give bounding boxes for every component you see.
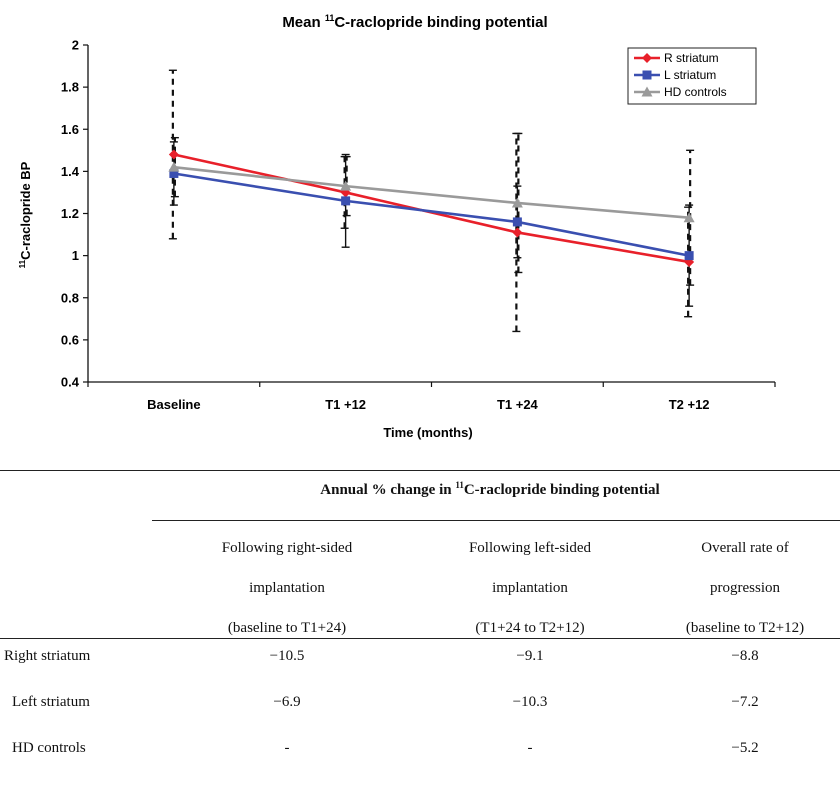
legend-marker <box>642 70 652 80</box>
x-tick-label: Baseline <box>147 397 200 412</box>
legend: R striatum L striatum HD controls <box>627 47 757 105</box>
table-header-rule <box>152 520 840 521</box>
data-point-hd-controls <box>168 161 180 172</box>
legend-label: HD controls <box>664 85 727 99</box>
line-chart: Mean 11C-raclopride binding potential 11… <box>18 13 776 440</box>
table-top-rule <box>0 470 840 471</box>
table-title: Annual % change in 11C-raclopride bindin… <box>320 480 660 498</box>
series-line-hd-controls <box>173 165 690 220</box>
table-body-rule <box>0 638 840 639</box>
error-bars-r-striatum <box>168 69 693 333</box>
column-header-line: (baseline to T2+12) <box>685 620 805 636</box>
series-line-l-striatum <box>173 172 690 257</box>
table-cell: −10.3 <box>512 694 548 710</box>
data-point-hd-controls <box>683 212 695 223</box>
x-tick-label: T1 +12 <box>325 397 366 412</box>
y-tick-label: 1.8 <box>61 80 79 95</box>
row-label-hd-controls: HD controls <box>12 740 86 756</box>
legend-item-l-striatum: L striatum <box>634 68 716 82</box>
table-cell: −5.2 <box>731 740 759 756</box>
table-cell: −6.9 <box>273 694 301 710</box>
y-tick-label: 1.2 <box>61 206 79 221</box>
data-point-hd-controls <box>340 180 352 191</box>
table-cell: −9.1 <box>516 648 544 664</box>
legend-item-hd-controls: HD controls <box>634 85 727 99</box>
row-label-left-striatum: Left striatum <box>12 694 90 710</box>
legend-label: R striatum <box>664 51 719 65</box>
column-header-line: Following left-sided <box>468 540 592 556</box>
series-l-striatum <box>169 168 694 261</box>
legend-marker <box>641 86 653 97</box>
column-header-left-sided: Following left-sided implantation (T1+24… <box>469 528 591 648</box>
series-r-striatum <box>168 149 695 267</box>
y-tick-label: 1.4 <box>61 164 80 179</box>
x-axis-ticks: Baseline T1 +12 T1 +24 T2 +12 <box>87 382 776 412</box>
legend-label: L striatum <box>664 68 716 82</box>
series-line-r-striatum <box>173 153 690 264</box>
x-axis-label: Time (months) <box>383 425 472 440</box>
y-tick-label: 2 <box>72 38 79 53</box>
y-tick-label: 1.6 <box>61 122 79 137</box>
x-tick-label: T2 +12 <box>669 397 710 412</box>
series-layer <box>168 69 695 333</box>
data-point-l-striatum <box>169 168 179 178</box>
column-header-line: Following right-sided <box>221 540 353 556</box>
y-tick-label: 0.6 <box>61 332 79 347</box>
table-cell: −10.5 <box>269 648 305 664</box>
data-point-hd-controls <box>511 197 523 208</box>
data-point-l-striatum <box>512 217 522 227</box>
column-header-right-sided: Following right-sided implantation (base… <box>222 528 352 648</box>
y-tick-label: 1 <box>72 248 79 263</box>
data-point-l-striatum <box>684 251 694 261</box>
chart-title: Mean 11C-raclopride binding potential <box>282 13 547 31</box>
table-cell: - <box>527 740 533 756</box>
table-cell: −7.2 <box>731 694 759 710</box>
column-header-line: Overall rate of <box>701 540 789 556</box>
row-label-right-striatum: Right striatum <box>4 648 91 664</box>
column-header-overall: Overall rate of progression (baseline to… <box>686 528 804 648</box>
table-cell: −8.8 <box>731 648 759 664</box>
column-header-line: (T1+24 to T2+12) <box>475 620 585 636</box>
legend-marker <box>642 53 652 63</box>
x-tick-label: T1 +24 <box>497 397 539 412</box>
y-tick-label: 0.4 <box>61 375 80 390</box>
error-bars-l-striatum <box>169 141 694 307</box>
y-axis-ticks: 0.4 0.6 0.8 1 1.2 1.4 1.6 1.8 2 <box>61 38 88 390</box>
y-axis-label: 11C-raclopride BP <box>18 161 33 268</box>
data-point-l-striatum <box>341 196 351 206</box>
table-cell: - <box>284 740 290 756</box>
column-header-line: implantation <box>249 580 325 596</box>
series-hd-controls <box>168 161 695 223</box>
column-header-line: (baseline to T1+24) <box>227 620 347 636</box>
data-point-r-striatum <box>512 227 523 238</box>
column-header-line: progression <box>710 580 780 596</box>
y-tick-label: 0.8 <box>61 290 79 305</box>
column-header-line: implantation <box>492 580 568 596</box>
data-point-r-striatum <box>168 149 179 160</box>
error-bars-hd-controls <box>170 132 695 286</box>
legend-item-r-striatum: R striatum <box>634 51 719 65</box>
